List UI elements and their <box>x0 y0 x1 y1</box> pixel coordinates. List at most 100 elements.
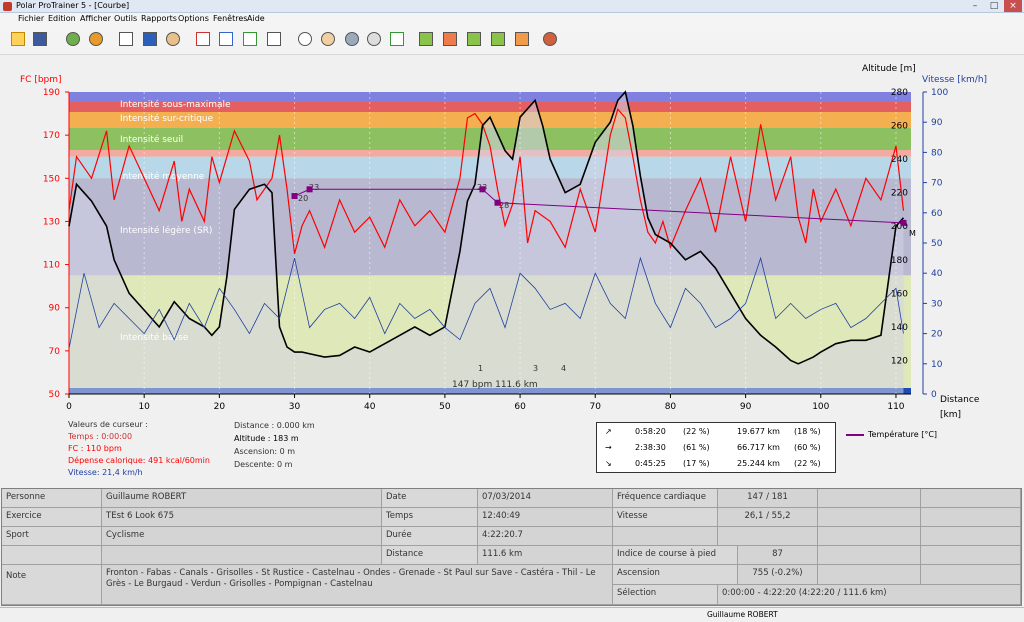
menu-bar: Fichier Edition Afficher Outils Rapports… <box>0 13 1024 25</box>
person-value: Guillaume ROBERT <box>102 489 382 508</box>
hr-axis-title: FC [bpm] <box>20 75 62 85</box>
save-icon[interactable] <box>30 29 50 49</box>
cursor-altitude: Altitude : 183 m <box>234 434 299 443</box>
summary-pct: (17 %) <box>683 459 710 468</box>
hr-tick-label: 170 <box>43 131 60 141</box>
marker-label-1: 23 <box>309 183 319 192</box>
empty-cell <box>921 527 1021 546</box>
hand-icon[interactable] <box>318 29 338 49</box>
calendar-icon[interactable] <box>116 29 136 49</box>
person-label: Personne <box>2 489 102 508</box>
time-value: 12:40:49 <box>478 508 613 527</box>
x-tick-label: 10 <box>138 402 150 412</box>
zone-band-top <box>69 92 911 102</box>
summary-dpct: (22 %) <box>794 459 821 468</box>
person-icon[interactable] <box>163 29 183 49</box>
selection-value: 0:00:00 - 4:22:20 (4:22:20 / 111.6 km) <box>718 585 1021 605</box>
menu-tools[interactable]: Outils <box>114 14 138 23</box>
summary-row-flat: → 2:38:30 (61 %) 66.717 km (60 %) <box>597 440 837 456</box>
cursor-values: Valeurs de curseur : Temps : 0:00:00 FC … <box>68 419 210 479</box>
legend-temperature-label: Température [°C] <box>868 430 938 439</box>
altitude-tick-label: 280 <box>891 88 908 98</box>
x-tick-label: 30 <box>289 402 301 412</box>
x-tick-label: 80 <box>665 402 677 412</box>
timer-icon[interactable] <box>364 29 384 49</box>
exercise-chart[interactable]: FC [bpm] Altitude [m] Vitesse [km/h] Dis… <box>0 55 1024 487</box>
transfer-icon[interactable] <box>86 29 106 49</box>
summary-row-down: ↘ 0:45:25 (17 %) 25.244 km (22 %) <box>597 456 837 472</box>
empty-cell <box>818 527 921 546</box>
bars-icon[interactable] <box>216 29 236 49</box>
menu-reports[interactable]: Rapports <box>141 14 177 23</box>
chart-canvas[interactable]: FC [bpm] Altitude [m] Vitesse [km/h] Dis… <box>0 55 1024 487</box>
zone-label-0: Intensité sous-maximale <box>120 99 231 110</box>
running-index-value: 87 <box>738 546 818 565</box>
menu-windows[interactable]: Fenêtres <box>213 14 248 23</box>
wave-icon[interactable] <box>387 29 407 49</box>
diary-icon[interactable] <box>140 29 160 49</box>
hr-value: 147 / 181 <box>718 489 818 508</box>
summary-dpct: (18 %) <box>794 427 821 436</box>
legend-temperature: Température [°C] <box>846 430 937 439</box>
open-file-icon[interactable] <box>8 29 28 49</box>
close-button[interactable]: × <box>1004 0 1022 12</box>
speed-tick-label: 10 <box>931 360 943 370</box>
down-arrow-icon: ↘ <box>605 459 612 468</box>
x-tick-label: 20 <box>214 402 226 412</box>
menu-edit[interactable]: Edition <box>48 14 76 23</box>
empty-cell <box>818 489 921 508</box>
menu-help[interactable]: Aide <box>247 14 265 23</box>
menu-file[interactable]: Fichier <box>18 14 45 23</box>
zone-label-5: Intensité basse <box>120 332 189 343</box>
sync-icon[interactable] <box>63 29 83 49</box>
empty-cell <box>718 527 818 546</box>
menu-options[interactable]: Options <box>178 14 209 23</box>
table-icon[interactable] <box>264 29 284 49</box>
title-bar: Polar ProTrainer 5 - [Courbe] – □ × <box>0 0 1024 13</box>
percent-icon[interactable] <box>240 29 260 49</box>
speed-tick-label: 0 <box>931 390 937 400</box>
summary-time: 2:38:30 <box>635 443 666 452</box>
lap-number-2: 4 <box>561 364 566 373</box>
app-icon <box>3 2 12 11</box>
hr-label: Fréquence cardiaque <box>613 489 718 508</box>
duration-value: 4:22:20.7 <box>478 527 613 546</box>
hr-tick-label: 90 <box>49 304 61 314</box>
speed-tick-label: 30 <box>931 299 943 309</box>
curve-icon[interactable] <box>193 29 213 49</box>
window-title: Polar ProTrainer 5 - [Courbe] <box>16 1 130 10</box>
status-user: Guillaume ROBERT <box>707 610 778 619</box>
summary-time: 0:45:25 <box>635 459 666 468</box>
x-tick-label: 60 <box>514 402 526 412</box>
chart-4-icon[interactable] <box>488 29 508 49</box>
x-tick-label: 90 <box>740 402 752 412</box>
sport-value: Cyclisme <box>102 527 382 546</box>
ascent-value: 755 (-0.2%) <box>738 565 818 585</box>
speed-tick-label: 50 <box>931 239 943 249</box>
status-bar: Guillaume ROBERT <box>0 607 1024 622</box>
speed-tick-label: 100 <box>931 88 948 98</box>
users-icon[interactable] <box>540 29 560 49</box>
speed-label: Vitesse <box>613 508 718 527</box>
minimize-button[interactable]: – <box>972 1 978 11</box>
chart-3-icon[interactable] <box>464 29 484 49</box>
marker-label-0: 20 <box>298 194 308 203</box>
distance-value: 111.6 km <box>478 546 613 565</box>
hr-tick-label: 190 <box>43 88 60 98</box>
menu-view[interactable]: Afficher <box>80 14 111 23</box>
zoom-reset-icon[interactable] <box>295 29 315 49</box>
cursor-calorie: Dépense calorique: 491 kcal/60min <box>68 456 210 465</box>
date-value: 07/03/2014 <box>478 489 613 508</box>
x-tick-label: 70 <box>590 402 602 412</box>
zone-label-1: Intensité sur-critique <box>120 113 214 124</box>
cursor-heading: Valeurs de curseur : <box>68 420 148 429</box>
summary-pct: (22 %) <box>683 427 710 436</box>
maximize-button[interactable]: □ <box>989 1 999 11</box>
chart-2-icon[interactable] <box>440 29 460 49</box>
note-value[interactable]: Fronton - Fabas - Canals - Grisolles - S… <box>102 565 613 605</box>
empty-cell <box>818 546 921 565</box>
cursor-distance: Distance : 0.000 km <box>234 421 315 430</box>
chart-5-icon[interactable] <box>512 29 532 49</box>
chart-1-icon[interactable] <box>416 29 436 49</box>
marker-icon[interactable] <box>342 29 362 49</box>
